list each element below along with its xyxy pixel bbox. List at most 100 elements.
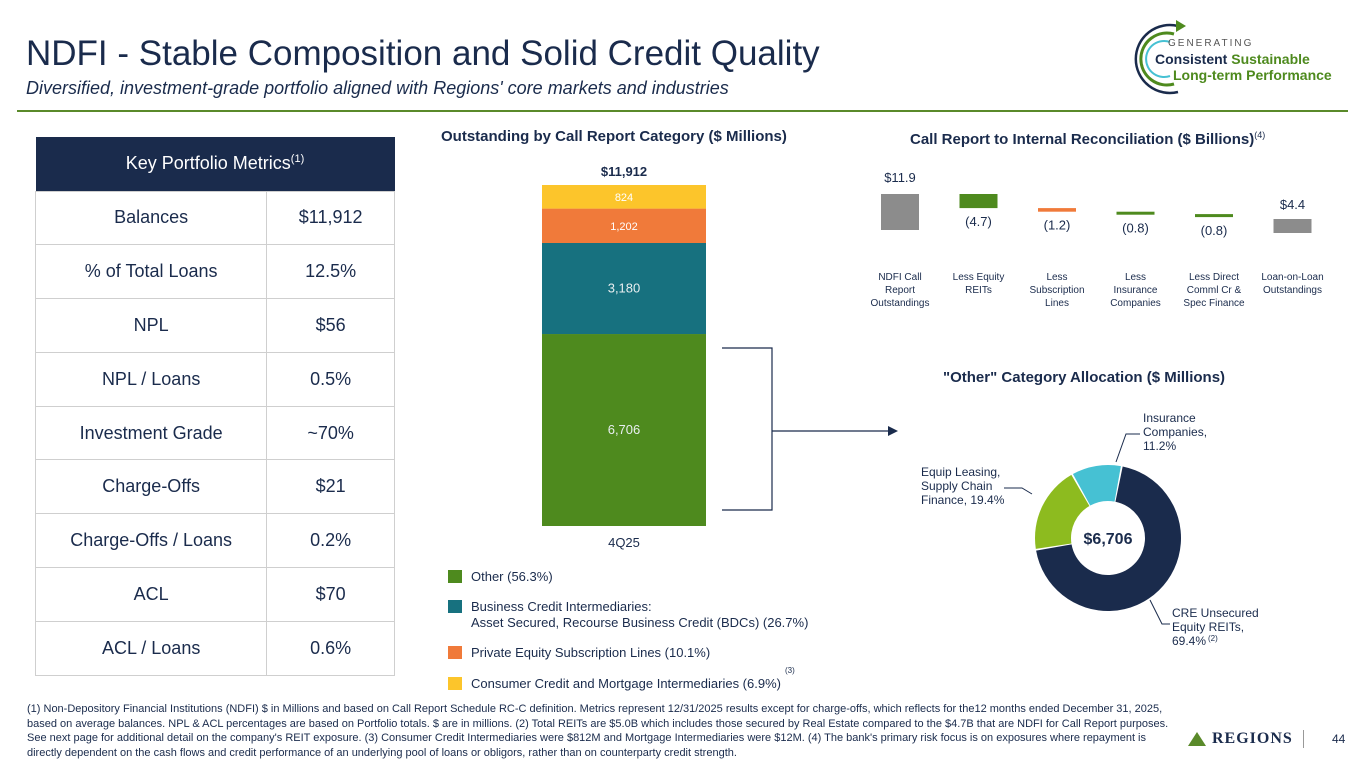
waterfall-category-label: Companies [1110, 298, 1161, 309]
logo-tagline-2: Long-term Performance [1173, 67, 1332, 83]
waterfall-title-text: Call Report to Internal Reconciliation (… [910, 131, 1255, 148]
metrics-row: NPL $56 [34, 298, 395, 353]
metric-label: ACL [34, 567, 268, 622]
legend-swatch [448, 600, 462, 613]
logo-tagline-1: Consistent Sustainable [1155, 51, 1310, 67]
waterfall-category-label: Loan-on-Loan [1261, 272, 1323, 283]
waterfall-value-label: $11.9 [884, 170, 916, 185]
donut-slice-label: Insurance [1143, 411, 1196, 425]
donut-slice-label: Companies, [1143, 425, 1207, 439]
legend-label: Consumer Credit and Mortgage Intermediar… [471, 676, 781, 692]
legend-label-line: Other (56.3%) [471, 569, 553, 584]
donut-title: "Other" Category Allocation ($ Millions) [943, 369, 1226, 386]
waterfall-category-label: REITs [965, 285, 992, 296]
donut-slice-label: Supply Chain [921, 479, 992, 493]
metric-value: $70 [266, 567, 395, 622]
donut-slice [1072, 465, 1121, 506]
page-number: 44 [1332, 732, 1346, 746]
donut-center-label: $6,706 [1084, 531, 1133, 548]
metric-value: $11,912 [266, 190, 395, 246]
logo-consistent: Consistent [1155, 51, 1228, 67]
waterfall-category-label: Spec Finance [1183, 298, 1245, 309]
metric-label: NPL / Loans [34, 351, 268, 407]
bar-segment [542, 242, 706, 335]
legend-swatch [448, 677, 462, 690]
legend-label-line: Business Credit Intermediaries: [471, 599, 652, 614]
metric-label: Charge-Offs [34, 459, 268, 515]
donut-slice-label: CRE Unsecured [1172, 606, 1259, 620]
waterfall-bar [959, 194, 998, 209]
donut-slice [1035, 474, 1090, 549]
metrics-row: Charge-Offs / Loans 0.2% [34, 513, 395, 569]
metric-label: Investment Grade [34, 405, 268, 461]
metric-value: 0.5% [266, 351, 395, 407]
metrics-table-header: Key Portfolio Metrics(1) [35, 137, 395, 191]
x-axis-category-label: 4Q25 [608, 535, 640, 550]
stacked-bar-chart: 6,706 3,180 1,202 824 $11,912 4Q25 [542, 164, 898, 550]
stacked-bar-title: Outstanding by Call Report Category ($ M… [441, 128, 787, 145]
metric-value: ~70% [266, 405, 395, 461]
waterfall-value-label: (0.8) [1201, 223, 1228, 238]
bar-segment-label: 824 [615, 192, 633, 204]
waterfall-category-label: Lines [1045, 298, 1069, 309]
waterfall-category-label: Less [1046, 272, 1067, 283]
metrics-header-footnote: (1) [290, 153, 305, 166]
metric-label: Balances [34, 190, 268, 246]
bar-segment-label: 6,706 [608, 422, 641, 437]
donut-slice-label: Equip Leasing, [921, 465, 1000, 479]
key-portfolio-metrics-table: Key Portfolio Metrics(1) Balances $11,912… [34, 137, 395, 676]
metric-value: 12.5% [266, 244, 395, 300]
donut-slice-label: Finance, 19.4% [921, 493, 1005, 507]
logo-sustainable: Sustainable [1231, 51, 1310, 67]
regions-triangle-icon [1188, 732, 1206, 746]
waterfall-category-label: Outstandings [871, 298, 930, 309]
bar-segment [542, 334, 706, 526]
donut-leader-line [1149, 599, 1170, 625]
waterfall-category-label: Outstandings [1263, 285, 1322, 296]
footnote-text: (1) Non-Depository Financial Institution… [27, 703, 1169, 759]
waterfall-value-label: (4.7) [965, 214, 992, 229]
donut-slice [1036, 466, 1181, 611]
waterfall-title: Call Report to Internal Reconciliation (… [910, 130, 1265, 148]
legend-swatch [448, 570, 462, 583]
metric-label: % of Total Loans [34, 244, 268, 300]
donut-leader-line [1004, 487, 1033, 495]
donut-leader-line [1115, 433, 1140, 463]
legend-label-line: Asset Secured, Recourse Business Credit … [471, 615, 809, 630]
waterfall-category-label: Less Direct [1189, 272, 1239, 283]
legend-item: Private Equity Subscription Lines (10.1%… [448, 645, 710, 661]
bar-segment-label: 3,180 [608, 281, 641, 296]
page-title: NDFI - Stable Composition and Solid Cred… [26, 34, 820, 73]
legend-label-line: Private Equity Subscription Lines (10.1%… [471, 645, 711, 660]
title-divider [17, 110, 1348, 112]
legend-item: Business Credit Intermediaries: Asset Sec… [448, 599, 808, 631]
waterfall-title-footnote: (4) [1254, 130, 1266, 140]
waterfall-bar [1116, 211, 1155, 215]
legend-item: Other (56.3%) [448, 569, 553, 585]
waterfall-chart: $11.9 NDFI Call Report Outstandings (4.7) Les… [871, 170, 1324, 309]
legend-label: Other (56.3%) [471, 569, 553, 585]
waterfall-category-label: Comml Cr & [1187, 285, 1242, 296]
waterfall-category-label: Report [885, 285, 915, 296]
page-subtitle: Diversified, investment-grade portfolio … [26, 78, 729, 98]
waterfall-bar [1195, 214, 1233, 218]
metric-label: ACL / Loans [34, 620, 268, 676]
metric-value: $21 [266, 459, 395, 515]
metric-value: $56 [266, 298, 395, 353]
metrics-row: Investment Grade ~70% [34, 405, 395, 461]
regions-logo: REGIONS [1188, 730, 1312, 748]
waterfall-value-label: (0.8) [1122, 221, 1149, 236]
waterfall-category-label: Subscription [1029, 285, 1084, 296]
metrics-row: NPL / Loans 0.5% [34, 351, 395, 407]
legend-swatch [448, 646, 462, 659]
donut-slice-label: 69.4% [1172, 634, 1206, 648]
metrics-row: % of Total Loans 12.5% [34, 244, 395, 300]
waterfall-bar [1038, 208, 1076, 212]
metrics-row: ACL / Loans 0.6% [34, 620, 395, 676]
waterfall-category-label: Less [1125, 272, 1146, 283]
waterfall-category-label: Insurance [1114, 285, 1158, 296]
waterfall-bar [1273, 219, 1312, 233]
legend-label-line: Consumer Credit and Mortgage Intermediar… [471, 676, 781, 691]
logo-tagline-top: GENERATING [1168, 38, 1254, 49]
